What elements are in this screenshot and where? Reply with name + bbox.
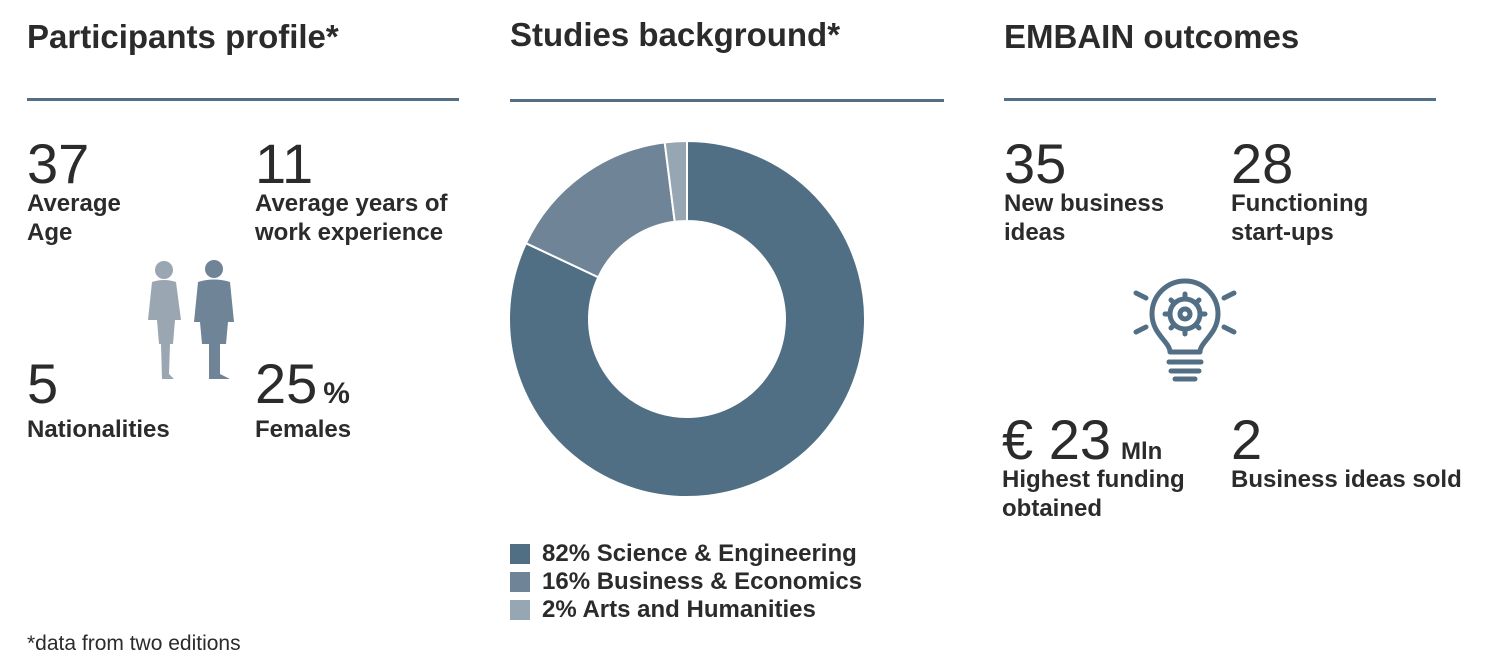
stat-label: Females bbox=[255, 416, 352, 443]
stat-new-business-ideas: 35 New business ideas bbox=[1004, 136, 1164, 247]
stat-value: 11 bbox=[255, 132, 314, 195]
stat-highest-funding: € 23 Mln Highest funding obtained bbox=[1002, 412, 1185, 523]
legend-label: 82% Science & Engineering bbox=[542, 540, 857, 567]
donut-slice-arts-and-humanities bbox=[663, 140, 688, 223]
outcomes-divider bbox=[1004, 98, 1436, 101]
stat-nationalities: 5 Nationalities bbox=[27, 356, 170, 444]
chart-legend: 82% Science & Engineering 16% Business &… bbox=[510, 540, 862, 624]
lightbulb-gear-icon bbox=[1133, 278, 1237, 382]
participants-title: Participants profile* bbox=[27, 18, 339, 55]
donut-slice-business-economics bbox=[524, 141, 676, 279]
stat-work-experience: 11 Average years of work experience bbox=[255, 136, 448, 247]
legend-item: 16% Business & Economics bbox=[510, 568, 862, 596]
donut-slice-science-engineering bbox=[508, 140, 866, 498]
donut-chart bbox=[508, 140, 866, 498]
legend-swatch bbox=[510, 600, 530, 620]
footnote: *data from two editions bbox=[27, 632, 241, 655]
male-figure-icon bbox=[194, 260, 234, 379]
female-figure-icon bbox=[148, 261, 181, 379]
stat-label: Functioning start-ups bbox=[1231, 190, 1369, 246]
stat-label: Nationalities bbox=[27, 416, 170, 443]
stat-value: 37 bbox=[27, 132, 90, 195]
legend-swatch bbox=[510, 572, 530, 592]
stat-average-age: 37 Average Age bbox=[27, 136, 121, 247]
stat-value: 35 bbox=[1004, 132, 1067, 195]
stat-label: Highest funding obtained bbox=[1002, 466, 1185, 522]
stat-value: 5 bbox=[27, 352, 59, 415]
stat-label: Average years of work experience bbox=[255, 190, 448, 246]
legend-item: 2% Arts and Humanities bbox=[510, 596, 862, 624]
stat-females: 25% Females bbox=[255, 356, 351, 444]
studies-title: Studies background* bbox=[510, 16, 841, 53]
stat-unit: Mln bbox=[1121, 438, 1163, 465]
stat-unit: % bbox=[323, 377, 350, 410]
stat-business-ideas-sold: 2 Business ideas sold bbox=[1231, 412, 1462, 494]
stat-value: € 23 bbox=[1002, 408, 1111, 471]
legend-swatch bbox=[510, 544, 530, 564]
studies-divider bbox=[510, 99, 944, 102]
legend-label: 16% Business & Economics bbox=[542, 568, 863, 595]
stat-value: 2 bbox=[1231, 408, 1263, 471]
stat-value: 28 bbox=[1231, 132, 1294, 195]
stat-value: 25 bbox=[255, 352, 318, 415]
legend-label: 2% Arts and Humanities bbox=[542, 596, 816, 623]
legend-item: 82% Science & Engineering bbox=[510, 540, 862, 568]
stat-functioning-startups: 28 Functioning start-ups bbox=[1231, 136, 1368, 247]
people-icon bbox=[148, 260, 234, 379]
stat-label: Average Age bbox=[27, 190, 121, 246]
outcomes-title: EMBAIN outcomes bbox=[1004, 18, 1300, 55]
stat-label: Business ideas sold bbox=[1231, 466, 1462, 493]
stat-label: New business ideas bbox=[1004, 190, 1165, 246]
participants-divider bbox=[27, 98, 459, 101]
